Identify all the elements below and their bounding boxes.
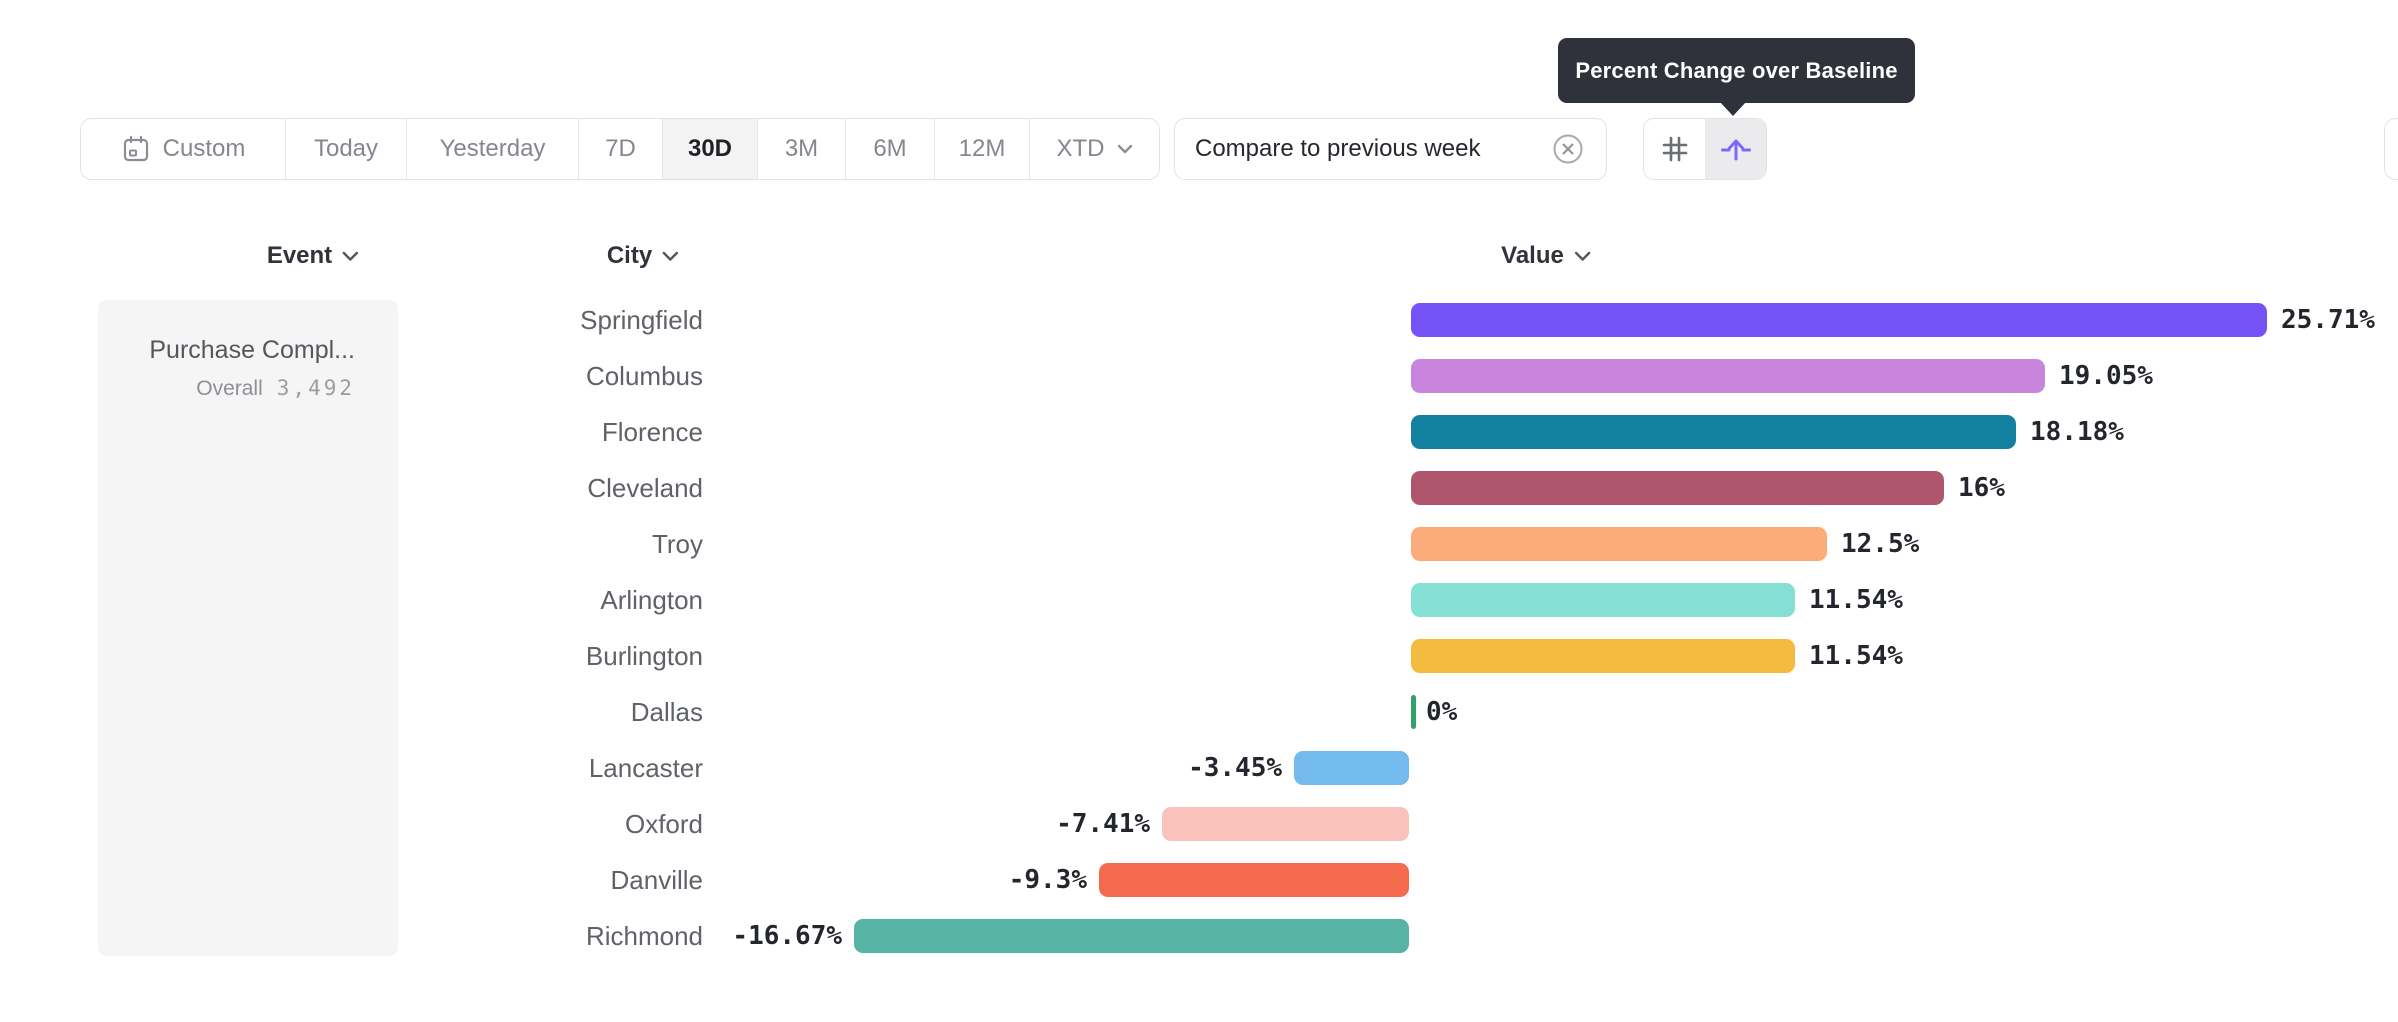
chart-row: Springfield 25.71% <box>0 292 2398 348</box>
chart-row: Burlington 11.54% <box>0 628 2398 684</box>
date-range-label: 30D <box>687 135 733 162</box>
overall-label: Overall <box>196 377 263 400</box>
value-bar[interactable] <box>1411 527 1827 561</box>
chart-row: Danville -9.3% <box>0 852 2398 908</box>
value-label: -3.45% <box>1188 753 1282 783</box>
value-label: -16.67% <box>732 921 842 951</box>
value-bar[interactable] <box>1411 695 1416 729</box>
date-range-yesterday[interactable]: Yesterday <box>406 119 578 179</box>
column-header-value[interactable]: Value <box>1501 240 1591 272</box>
date-range-custom[interactable]: Custom <box>81 119 285 179</box>
tooltip: Percent Change over Baseline <box>1558 38 1915 116</box>
value-label: 11.54% <box>1809 641 1903 671</box>
value-bar[interactable] <box>1411 583 1795 617</box>
date-range-label: 12M <box>958 135 1006 162</box>
date-range-label: Today <box>313 135 379 162</box>
chart-row: Dallas 0% <box>0 684 2398 740</box>
chart-row: Troy 12.5% <box>0 516 2398 572</box>
x-circle-icon[interactable] <box>1552 133 1584 165</box>
city-label: Richmond <box>585 921 703 951</box>
tooltip-arrow <box>1720 102 1746 116</box>
overall-value: 3,492 <box>276 376 355 400</box>
value-label: 12.5% <box>1841 529 1920 559</box>
chart-row: Cleveland 16% <box>0 460 2398 516</box>
value-label: 25.71% <box>2281 305 2375 335</box>
value-bar[interactable] <box>1411 639 1795 673</box>
city-label: Lancaster <box>588 753 703 783</box>
date-range-label: 7D <box>605 135 636 162</box>
event-name: Purchase Compl... <box>149 336 355 364</box>
city-label: Burlington <box>585 641 703 671</box>
value-label: 18.18% <box>2030 417 2124 447</box>
date-range-xtd[interactable]: XTD <box>1029 119 1159 179</box>
date-range-label: XTD <box>1056 135 1105 162</box>
event-panel[interactable]: Purchase Compl... Overall 3,492 <box>98 300 398 956</box>
date-range-label: Custom <box>162 135 246 162</box>
chevron-down-icon <box>1117 144 1133 154</box>
clipped-edge-button[interactable] <box>2384 118 2398 180</box>
city-label: Columbus <box>585 361 703 391</box>
date-range-12m[interactable]: 12M <box>934 119 1029 179</box>
city-label: Arlington <box>600 585 703 615</box>
chart-row: Lancaster -3.45% <box>0 740 2398 796</box>
baseline-lift-button[interactable] <box>1705 119 1766 179</box>
chart-row: Florence 18.18% <box>0 404 2398 460</box>
city-label: Cleveland <box>587 473 703 503</box>
value-bar[interactable] <box>1099 863 1409 897</box>
city-label: Oxford <box>624 809 703 839</box>
value-bar[interactable] <box>854 919 1409 953</box>
calendar-icon <box>121 134 151 164</box>
view-toggle <box>1643 118 1767 180</box>
value-bar[interactable] <box>1411 471 1944 505</box>
baseline-lift-icon <box>1719 132 1753 166</box>
city-label: Dallas <box>630 697 703 727</box>
city-label: Springfield <box>580 305 703 335</box>
value-bar[interactable] <box>1411 415 2016 449</box>
compare-chip-label: Compare to previous week <box>1195 135 1481 162</box>
date-range-30d[interactable]: 30D <box>662 119 757 179</box>
date-range-label: 6M <box>873 135 907 162</box>
column-header-event-label: Event <box>266 242 333 269</box>
chevron-down-icon <box>342 251 359 262</box>
city-label: Troy <box>651 529 703 559</box>
value-label: 0% <box>1426 697 1458 727</box>
value-label: -9.3% <box>1008 865 1087 895</box>
column-header-city[interactable]: City <box>607 240 679 272</box>
compare-chip[interactable]: Compare to previous week <box>1174 118 1607 180</box>
event-overall: Overall 3,492 <box>98 376 355 401</box>
grid-view-button[interactable] <box>1644 119 1705 179</box>
date-range-label: 3M <box>784 135 819 162</box>
date-range-6m[interactable]: 6M <box>845 119 934 179</box>
column-header-city-label: City <box>606 242 653 269</box>
date-range-control: Custom Today Yesterday 7D 30D 3M 6M 12M XTD <box>80 118 1160 180</box>
grid-hash-icon <box>1658 132 1692 166</box>
value-bar[interactable] <box>1294 751 1409 785</box>
value-bar[interactable] <box>1162 807 1409 841</box>
chart-row: Richmond -16.67% <box>0 908 2398 964</box>
date-range-3m[interactable]: 3M <box>757 119 845 179</box>
value-label: 16% <box>1958 473 2005 503</box>
value-bar[interactable] <box>1411 359 2045 393</box>
city-label: Florence <box>601 417 703 447</box>
city-label: Danville <box>610 865 704 895</box>
chart-row: Columbus 19.05% <box>0 348 2398 404</box>
column-header-value-label: Value <box>1501 242 1564 269</box>
chart-row: Arlington 11.54% <box>0 572 2398 628</box>
value-label: 11.54% <box>1809 585 1903 615</box>
chevron-down-icon <box>1574 251 1591 262</box>
bar-chart: Springfield 25.71% Columbus 19.05% Florence 1… <box>0 292 2398 964</box>
column-header-event[interactable]: Event <box>267 240 359 272</box>
value-label: 19.05% <box>2059 361 2153 391</box>
value-label: -7.41% <box>1056 809 1150 839</box>
chevron-down-icon <box>662 251 679 262</box>
date-range-today[interactable]: Today <box>285 119 406 179</box>
chart-row: Oxford -7.41% <box>0 796 2398 852</box>
value-bar[interactable] <box>1411 303 2267 337</box>
tooltip-text: Percent Change over Baseline <box>1575 57 1898 83</box>
date-range-label: Yesterday <box>439 135 546 162</box>
date-range-7d[interactable]: 7D <box>578 119 662 179</box>
